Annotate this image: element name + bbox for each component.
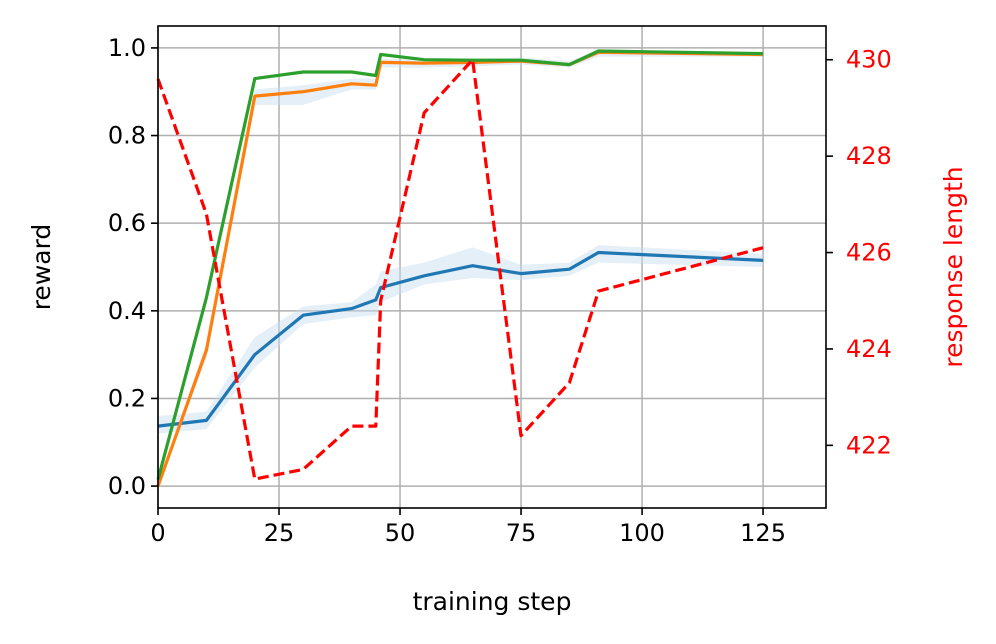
right-y-axis-label: response length	[939, 166, 968, 367]
y-tick-label: 0.8	[108, 122, 146, 150]
series-3-line	[156, 49, 764, 480]
grid-lines	[157, 26, 826, 508]
x-tick-label: 25	[264, 519, 295, 547]
series-1-line	[157, 250, 764, 428]
series-lines	[156, 49, 764, 487]
y-tick-label: 0.6	[108, 209, 146, 237]
right-y-tick-label: 428	[846, 142, 892, 170]
response-length-line	[156, 58, 764, 481]
x-tick-label: 75	[506, 519, 537, 547]
x-tick-label: 50	[385, 519, 416, 547]
right-y-tick-label: 430	[846, 46, 892, 74]
plot-frame	[157, 25, 827, 509]
x-axis-label: training step	[413, 587, 572, 616]
y-tick-label: 1.0	[108, 34, 146, 62]
y-tick-label: 0.0	[108, 472, 146, 500]
confidence-bands	[158, 50, 764, 487]
series-1-band	[158, 245, 764, 434]
axis-ticks: 0 25 50 75 100 125 0.0 0.2 0.4 0.6 0.8 1.0 422 424 426…	[108, 34, 892, 547]
right-y-tick-label: 426	[846, 239, 892, 267]
right-y-tick-label: 422	[846, 431, 892, 459]
x-tick-label: 125	[740, 519, 786, 547]
x-tick-label: 100	[619, 519, 665, 547]
y-tick-label: 0.4	[108, 297, 146, 325]
right-y-tick-label: 424	[846, 335, 892, 363]
y-tick-label: 0.2	[108, 384, 146, 412]
x-tick-label: 0	[150, 519, 165, 547]
y-axis-label: reward	[27, 224, 56, 311]
